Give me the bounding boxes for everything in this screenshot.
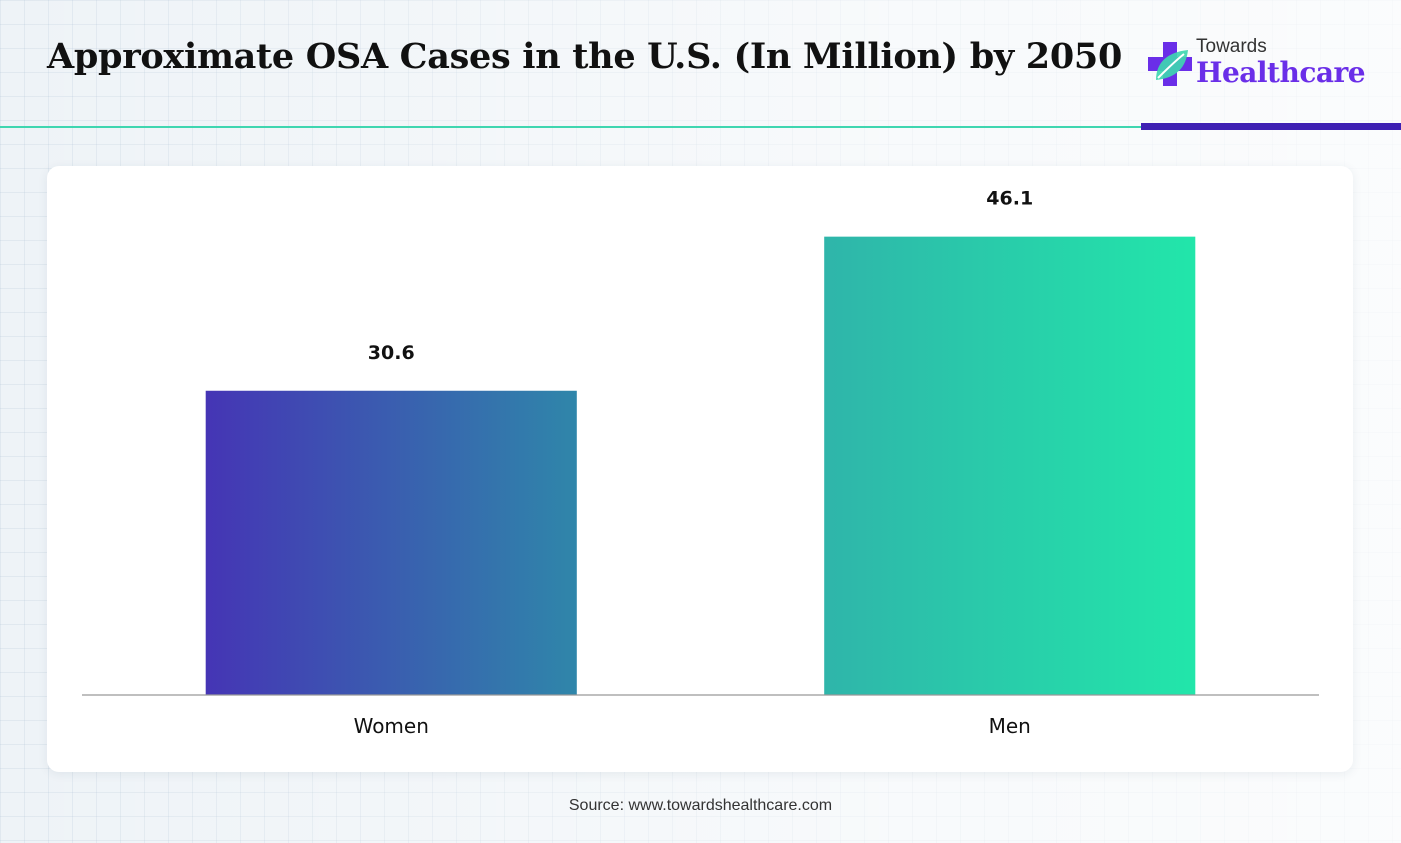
category-label-men: Men — [989, 714, 1031, 738]
logo-text-towards: Towards — [1196, 36, 1267, 57]
logo-text-healthcare: Healthcare — [1196, 56, 1366, 89]
page-title: Approximate OSA Cases in the U.S. (In Mi… — [47, 36, 1123, 77]
header-rule-purple — [1141, 123, 1401, 130]
source-note: Source: www.towardshealthcare.com — [568, 797, 833, 814]
header-rule-teal — [0, 126, 1141, 128]
brand-logo: Towards Healthcare — [1146, 36, 1366, 96]
bar-chart: 30.6 Women 46.1 Men — [82, 188, 1319, 738]
chart-card: 30.6 Women 46.1 Men — [47, 166, 1353, 772]
bar-women — [205, 390, 577, 695]
data-label-women: 30.6 — [368, 342, 415, 364]
category-label-women: Women — [354, 714, 429, 738]
data-label-men: 46.1 — [986, 188, 1033, 210]
medical-cross-leaf-icon — [1148, 42, 1192, 86]
bar-men — [824, 236, 1196, 695]
